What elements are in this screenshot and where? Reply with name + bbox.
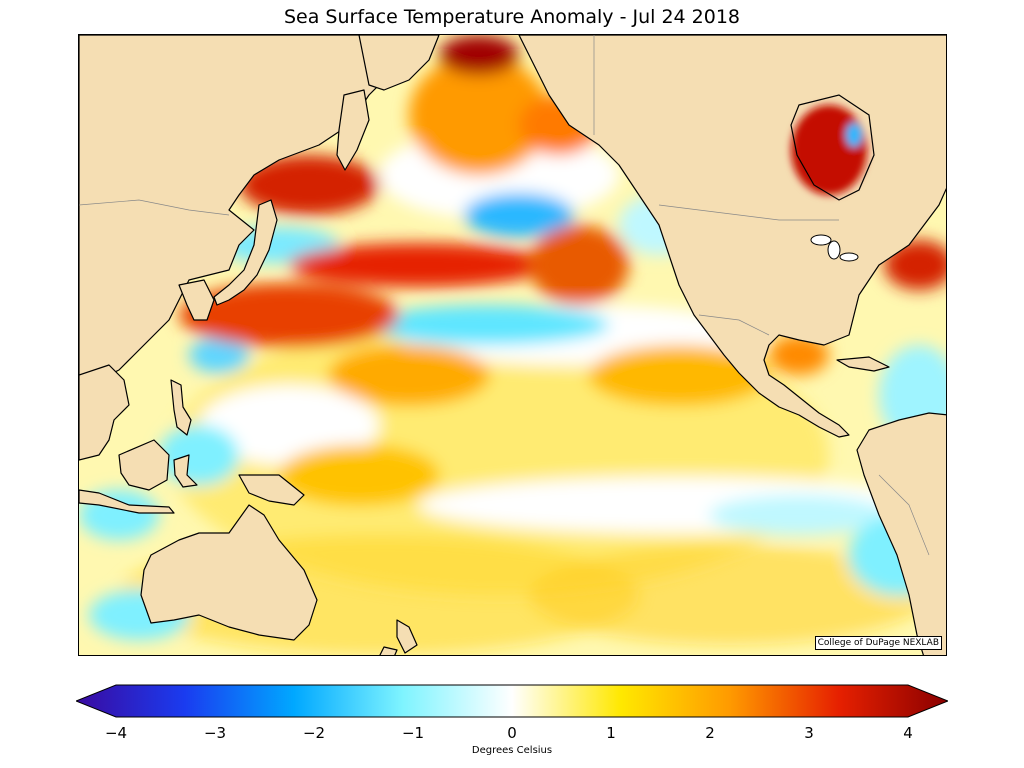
colorbar-tick-label: −4 — [104, 724, 128, 742]
land-japan — [213, 199, 278, 306]
colorbar-body — [76, 684, 948, 718]
colorbar-tick-label: 2 — [705, 724, 715, 742]
land-kamchatka — [336, 89, 370, 171]
land-new-zealand — [396, 619, 418, 654]
colorbar-tick-label: 1 — [606, 724, 616, 742]
colorbar-tick-label: −3 — [203, 724, 227, 742]
land-indochina — [79, 364, 130, 461]
colorbar-tick-label: 4 — [903, 724, 913, 742]
land-java — [79, 489, 175, 514]
colorbar-tick-label: −1 — [401, 724, 425, 742]
great-lakes — [810, 234, 859, 262]
political-borders — [79, 35, 930, 556]
hudson-bay-anomaly — [791, 105, 867, 195]
land-sulawesi — [173, 454, 198, 488]
land-nz-south — [379, 646, 398, 655]
colorbar-tick-label: −2 — [302, 724, 326, 742]
land-south-america — [856, 412, 946, 655]
land-korea — [178, 279, 215, 321]
land-australia — [140, 504, 318, 641]
land-borneo — [118, 439, 170, 491]
colorbar-tick-label: 0 — [507, 724, 517, 742]
map-title: Sea Surface Temperature Anomaly - Jul 24… — [283, 6, 741, 28]
map-canvas — [79, 35, 946, 655]
land-chukotka — [358, 35, 440, 91]
land-philippines — [170, 379, 192, 436]
land-cuba — [836, 356, 890, 372]
hudson-bay-coast — [790, 94, 875, 201]
credit-label: College of DuPage NEXLAB — [814, 636, 942, 650]
colorbar-tick-label: 3 — [804, 724, 814, 742]
sst-anomaly-map: College of DuPage NEXLAB — [78, 34, 947, 656]
colorbar-title: Degrees Celsius — [471, 745, 553, 756]
colorbar — [76, 684, 948, 718]
land-new-guinea — [238, 474, 305, 506]
